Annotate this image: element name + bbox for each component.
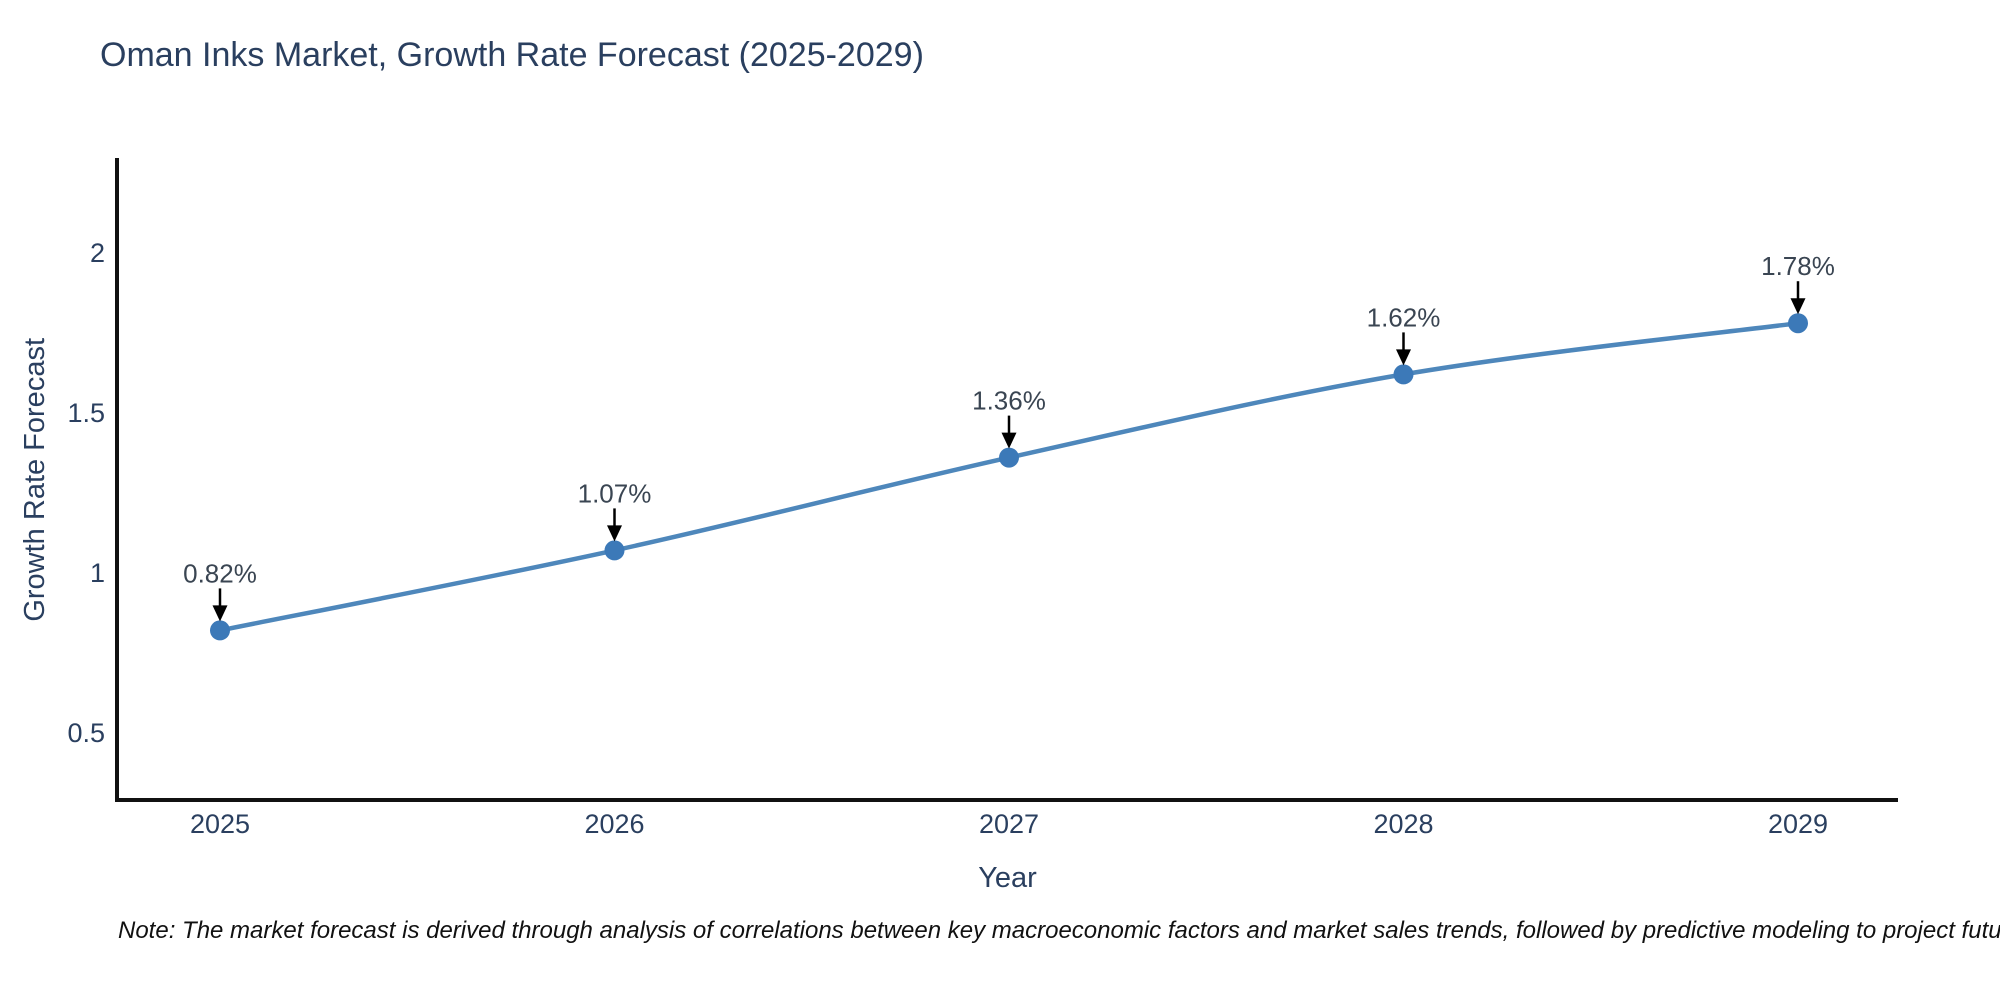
y-axis-title: Growth Rate Forecast xyxy=(18,338,51,622)
y-tick-label: 0.5 xyxy=(67,718,105,748)
data-point-label: 0.82% xyxy=(183,558,257,588)
annotation-arrow-head-icon xyxy=(1396,349,1411,366)
data-point-label: 1.62% xyxy=(1367,302,1441,332)
x-tick-label: 2028 xyxy=(1373,809,1433,839)
data-point-marker[interactable] xyxy=(999,447,1019,468)
forecast-line xyxy=(217,320,1801,633)
data-point-marker[interactable] xyxy=(604,540,625,561)
data-point-label: 1.78% xyxy=(1761,251,1835,281)
data-point-label: 1.07% xyxy=(578,478,652,508)
data-point-marker[interactable] xyxy=(1788,313,1808,334)
data-point-label: 1.36% xyxy=(972,386,1046,416)
annotation-arrow-head-icon xyxy=(212,605,228,622)
data-point-marker[interactable] xyxy=(1393,364,1414,385)
y-tick-label: 1 xyxy=(90,558,105,588)
y-axis-title-wrap: Growth Rate Forecast xyxy=(14,160,56,800)
data-point-marker[interactable] xyxy=(210,620,230,641)
annotation-arrow-head-icon xyxy=(1001,432,1017,449)
y-tick-label: 1.5 xyxy=(67,398,105,428)
annotation-arrow-head-icon xyxy=(607,525,622,542)
x-axis-title: Year xyxy=(978,862,1037,894)
y-tick-label: 2 xyxy=(90,238,105,268)
chart-title: Oman Inks Market, Growth Rate Forecast (… xyxy=(100,36,924,74)
footnote: Note: The market forecast is derived thr… xyxy=(118,917,2000,944)
x-tick-label: 2025 xyxy=(190,809,250,839)
x-tick-label: 2027 xyxy=(979,809,1039,839)
annotation-arrow-head-icon xyxy=(1790,298,1806,315)
x-tick-label: 2026 xyxy=(584,809,644,839)
x-tick-label: 2029 xyxy=(1768,809,1828,839)
